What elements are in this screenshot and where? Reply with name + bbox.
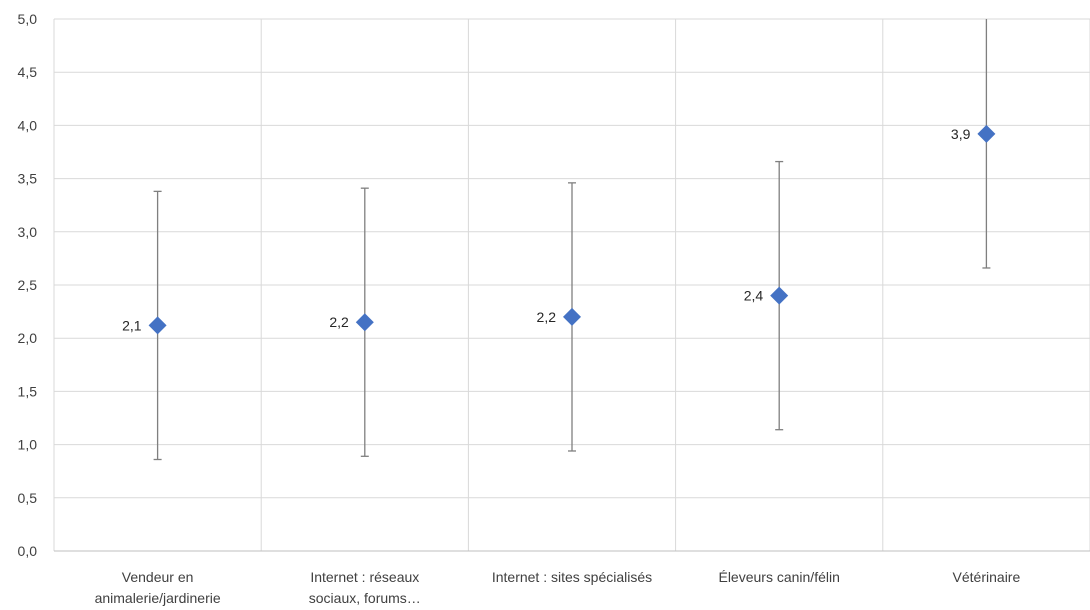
y-tick-label: 4,5 (18, 64, 38, 80)
y-tick-label: 3,0 (18, 224, 38, 240)
data-label: 2,1 (122, 317, 142, 333)
data-label: 2,2 (329, 314, 349, 330)
y-axis-ticks: 0,0 0,5 1,0 1,5 2,0 2,5 3,0 3,5 4,0 4,5 5,0 (18, 11, 38, 559)
x-category-label: Internet : sites spécialisés (492, 569, 652, 585)
y-tick-label: 0,0 (18, 543, 38, 559)
x-category-label: sociaux, forums… (309, 590, 421, 606)
data-point-diamond (148, 316, 167, 335)
y-tick-label: 2,5 (18, 277, 38, 293)
y-tick-label: 5,0 (18, 11, 38, 27)
error-bars (153, 19, 991, 461)
x-category-label: Vendeur en (122, 569, 194, 585)
x-category-label: Internet : réseaux (310, 569, 419, 585)
data-labels: 2,1 2,2 2,2 2,4 3,9 (122, 126, 970, 334)
x-category-label: animalerie/jardinerie (95, 590, 221, 606)
y-tick-label: 1,5 (18, 383, 38, 399)
data-label: 2,2 (537, 309, 557, 325)
data-label: 2,4 (744, 288, 764, 304)
y-tick-label: 3,5 (18, 171, 38, 187)
y-tick-label: 4,0 (18, 117, 38, 133)
data-point-diamond (355, 313, 374, 332)
y-tick-label: 0,5 (18, 490, 38, 506)
y-tick-label: 2,0 (18, 330, 38, 346)
data-point-diamond (563, 307, 581, 326)
data-markers (148, 124, 996, 335)
y-tick-label: 1,0 (18, 437, 38, 453)
x-category-label: Vétérinaire (953, 569, 1021, 585)
data-label: 3,9 (951, 126, 971, 142)
x-axis-categories: Vendeur en animalerie/jardinerie Internet … (95, 569, 1021, 606)
x-category-label: Éleveurs canin/félin (718, 569, 839, 585)
data-point-diamond (770, 286, 789, 305)
data-point-diamond (977, 124, 996, 143)
